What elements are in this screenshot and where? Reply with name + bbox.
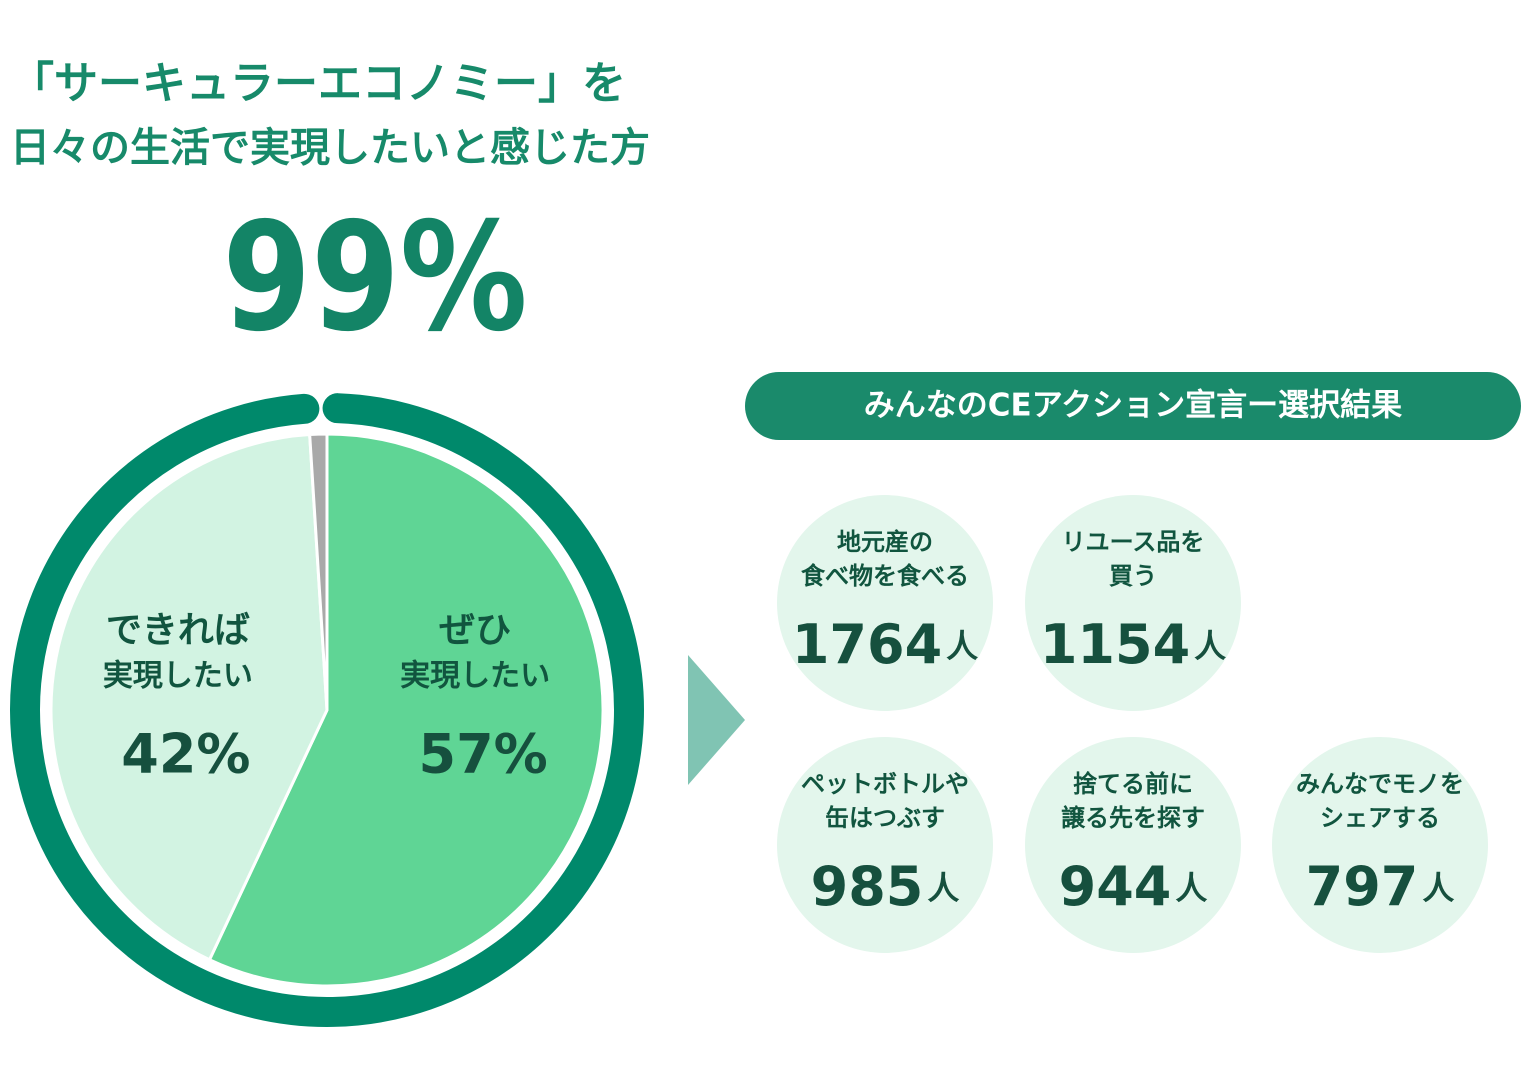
pie-slice xyxy=(207,432,605,988)
action-unit: 人 xyxy=(946,627,978,665)
headline: 99% xyxy=(222,190,527,365)
arrow xyxy=(688,655,745,785)
action-label: 買う xyxy=(1109,562,1157,590)
title-line: 日々の生活で実現したいと感じた方 xyxy=(10,125,650,171)
action-count: 985 xyxy=(811,855,924,918)
action-circle xyxy=(1272,737,1488,953)
ring xyxy=(10,393,644,1027)
slice-label: 実現したい xyxy=(400,659,550,694)
action-label: ペットボトルや xyxy=(801,770,969,798)
slice-value: 42% xyxy=(121,723,250,786)
action-count: 797 xyxy=(1306,855,1419,918)
action-count: 1764 xyxy=(792,613,942,676)
action-unit: 人 xyxy=(1422,869,1454,907)
action-circle xyxy=(777,495,993,711)
action-value: 944 人 xyxy=(1059,855,1208,918)
action-value: 797 人 xyxy=(1306,855,1455,918)
pie-slice xyxy=(49,432,329,962)
slice-label: できれば xyxy=(106,610,250,651)
action-unit: 人 xyxy=(1194,627,1226,665)
title-line: 「サーキュラーエコノミー」を xyxy=(10,58,626,109)
action-label: みんなでモノを xyxy=(1296,770,1464,798)
action-value: 1764 人 xyxy=(792,613,978,676)
slice-value: 57% xyxy=(419,723,548,786)
action-label: 地元産の xyxy=(837,528,933,556)
action-label: シェアする xyxy=(1320,804,1440,832)
action-label: リユース品を xyxy=(1062,528,1205,556)
action-count: 944 xyxy=(1059,855,1172,918)
slice-label: 実現したい xyxy=(103,659,253,694)
banner-title: みんなのCEアクション宣言ー選択結果 xyxy=(864,388,1402,424)
slice-label: ぜひ xyxy=(439,610,511,651)
action-label: 食べ物を食べる xyxy=(801,562,969,590)
action-label: 譲る先を探す xyxy=(1061,804,1205,832)
pie-slice xyxy=(308,432,329,711)
action-value: 1154 人 xyxy=(1040,613,1226,676)
action-circle xyxy=(1025,737,1241,953)
action-value: 985 人 xyxy=(811,855,960,918)
action-circle xyxy=(1025,495,1241,711)
banner xyxy=(745,372,1521,440)
action-label: 缶はつぶす xyxy=(825,804,945,832)
action-label: 捨てる前に xyxy=(1073,770,1193,798)
action-circle xyxy=(777,737,993,953)
action-unit: 人 xyxy=(927,869,959,907)
action-unit: 人 xyxy=(1175,869,1207,907)
action-count: 1154 xyxy=(1040,613,1190,676)
